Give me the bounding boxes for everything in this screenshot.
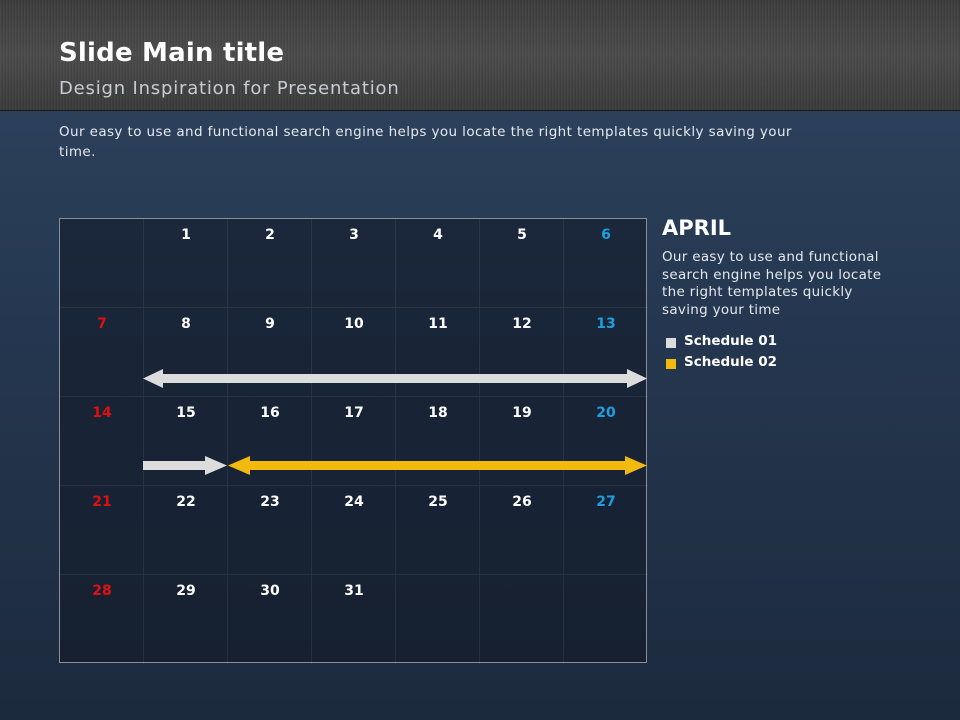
calendar-cell: 7	[60, 308, 144, 397]
intro-text: Our easy to use and functional search en…	[59, 124, 792, 160]
calendar-cell: 14	[60, 397, 144, 486]
day-number: 14	[92, 405, 112, 421]
day-number: 28	[92, 583, 112, 599]
legend-label: Schedule 02	[684, 354, 778, 370]
calendar-cell	[480, 575, 564, 664]
slide-title: Slide Main title	[59, 38, 285, 68]
day-number: 10	[344, 316, 364, 332]
calendar-cell: 2	[228, 219, 312, 308]
schedule-02-swatch	[666, 359, 676, 369]
calendar-cell: 16	[228, 397, 312, 486]
day-number: 13	[596, 316, 616, 332]
day-number: 3	[349, 227, 359, 243]
calendar-cell: 20	[564, 397, 648, 486]
slide-subtitle: Design Inspiration for Presentation	[59, 78, 400, 99]
calendar-cell: 9	[228, 308, 312, 397]
calendar-cell: 13	[564, 308, 648, 397]
title-bar: Slide Main title Design Inspiration for …	[0, 0, 960, 111]
schedule-02-arrow-week3	[228, 456, 647, 475]
day-number: 5	[517, 227, 527, 243]
day-number: 24	[344, 494, 364, 510]
day-number: 15	[176, 405, 196, 421]
schedule-01-arrow-week3	[143, 456, 227, 475]
calendar-cell: 10	[312, 308, 396, 397]
calendar-cell: 4	[396, 219, 480, 308]
day-number: 25	[428, 494, 448, 510]
calendar-cell: 15	[144, 397, 228, 486]
calendar-cell: 5	[480, 219, 564, 308]
day-number: 11	[428, 316, 448, 332]
schedule-01-swatch	[666, 338, 676, 348]
calendar-cell: 6	[564, 219, 648, 308]
calendar-cell: 25	[396, 486, 480, 575]
month-title: APRIL	[662, 216, 732, 240]
day-number: 18	[428, 405, 448, 421]
calendar-cell: 17	[312, 397, 396, 486]
day-number: 6	[601, 227, 611, 243]
day-number: 4	[433, 227, 443, 243]
day-number: 29	[176, 583, 196, 599]
calendar-cell: 21	[60, 486, 144, 575]
day-number: 31	[344, 583, 364, 599]
calendar-cell: 31	[312, 575, 396, 664]
legend-label: Schedule 01	[684, 333, 778, 349]
calendar-cell: 23	[228, 486, 312, 575]
calendar-cell: 18	[396, 397, 480, 486]
calendar-cell: 8	[144, 308, 228, 397]
calendar-cell	[60, 219, 144, 308]
schedule-01-arrow-week2	[143, 369, 647, 388]
day-number: 30	[260, 583, 280, 599]
day-number: 23	[260, 494, 280, 510]
day-number: 19	[512, 405, 532, 421]
day-number: 21	[92, 494, 112, 510]
day-number: 2	[265, 227, 275, 243]
calendar-cell: 19	[480, 397, 564, 486]
calendar-cell: 24	[312, 486, 396, 575]
calendar-cell: 29	[144, 575, 228, 664]
day-number: 16	[260, 405, 280, 421]
day-number: 1	[181, 227, 191, 243]
calendar-cell: 22	[144, 486, 228, 575]
calendar-cell: 3	[312, 219, 396, 308]
calendar-cell: 1	[144, 219, 228, 308]
day-number: 17	[344, 405, 364, 421]
day-number: 12	[512, 316, 532, 332]
calendar-cell: 28	[60, 575, 144, 664]
day-number: 27	[596, 494, 616, 510]
calendar-cell: 11	[396, 308, 480, 397]
calendar-cell: 26	[480, 486, 564, 575]
calendar-cell: 30	[228, 575, 312, 664]
calendar-cell	[396, 575, 480, 664]
day-number: 22	[176, 494, 196, 510]
day-number: 20	[596, 405, 616, 421]
calendar-cell: 27	[564, 486, 648, 575]
calendar-grid: 1 2 3 4 5 6 7 8 9 10 11 12 13 14 15 16 17 18 19 20 21 22 23 24 2…	[59, 218, 648, 664]
day-number: 26	[512, 494, 532, 510]
day-number: 7	[97, 316, 107, 332]
month-description: Our easy to use and functional search en…	[662, 249, 882, 318]
calendar-cell: 12	[480, 308, 564, 397]
day-number: 8	[181, 316, 191, 332]
day-number: 9	[265, 316, 275, 332]
